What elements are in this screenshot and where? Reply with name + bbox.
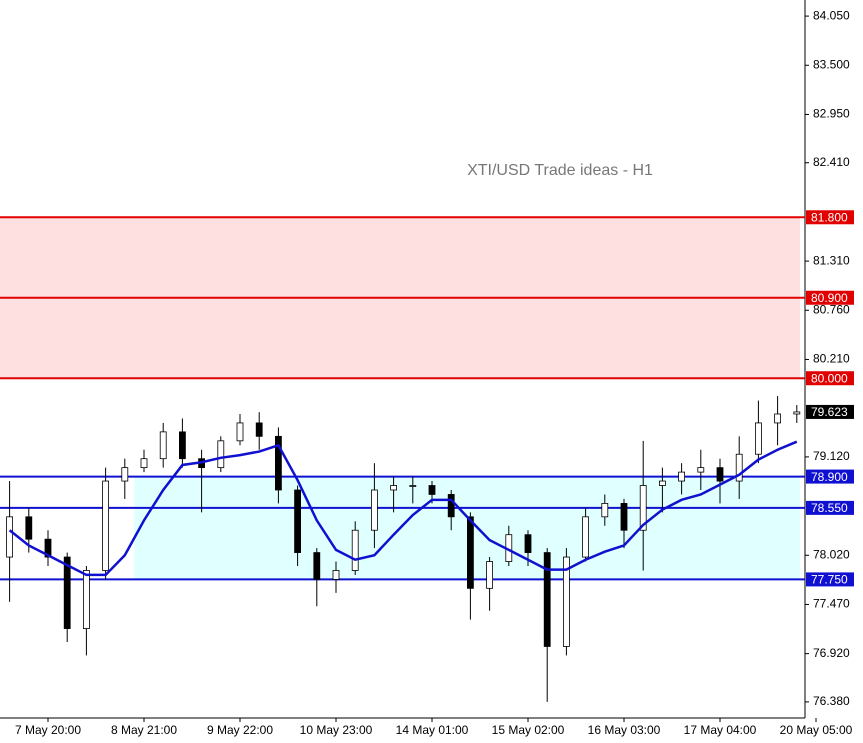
y-tick-label: 76.380 [813, 694, 850, 708]
candle-body [140, 458, 148, 469]
y-tick-label: 83.500 [813, 57, 850, 71]
candle-body [601, 503, 609, 518]
x-tick-label: 15 May 02:00 [492, 723, 565, 737]
candle-body [390, 485, 398, 491]
y-tick-label: 82.950 [813, 107, 850, 121]
candle-body [582, 516, 589, 558]
price-label: 78.900 [811, 470, 848, 484]
price-label: 80.900 [811, 291, 848, 305]
y-tick-label: 82.410 [813, 155, 850, 169]
candle-body [486, 561, 494, 589]
y-tick-label: 79.120 [813, 449, 850, 463]
candle-body [351, 529, 359, 571]
candle-body [639, 485, 647, 531]
price-label-box [806, 404, 854, 419]
candle-body [678, 471, 685, 482]
candle-body [274, 435, 282, 491]
price-label: 77.750 [811, 573, 848, 587]
candle-body [755, 422, 762, 455]
candle-body [370, 489, 378, 531]
candle-body [25, 516, 33, 540]
candle-body [255, 422, 263, 437]
candle-body [409, 485, 417, 487]
candle-body [466, 516, 474, 589]
x-tick-label: 7 May 20:00 [15, 723, 81, 737]
y-tick-label: 80.210 [813, 352, 850, 366]
plot-background [0, 217, 800, 580]
candle-body [121, 467, 129, 482]
candle-body [159, 431, 167, 460]
price-label: 78.550 [811, 501, 848, 515]
candle-body [563, 556, 570, 647]
candle-body [543, 552, 551, 647]
candle-body [697, 467, 705, 473]
candle-body [716, 467, 724, 482]
candle-body [793, 411, 801, 415]
x-tick-label: 8 May 21:00 [111, 723, 177, 737]
x-tick-label: 17 May 04:00 [684, 723, 757, 737]
price-label-box [806, 469, 854, 484]
y-tick-label: 78.020 [813, 547, 850, 561]
price-label-box [806, 572, 854, 587]
price-label-box [806, 290, 854, 305]
x-tick-label: 20 May 05:00 [780, 723, 853, 737]
candle-body [774, 413, 781, 424]
candle-body [620, 503, 628, 531]
y-tick-label: 76.920 [813, 646, 850, 660]
moving-average [8, 440, 798, 577]
candle-body [313, 552, 321, 580]
price-label: 80.000 [811, 371, 848, 385]
candle-body [428, 485, 436, 495]
candle-body [6, 516, 13, 558]
candle-body [735, 453, 743, 482]
chart-title: XTI/USD Trade ideas - H1 [467, 162, 653, 179]
candle-body [332, 570, 340, 580]
candle-body [659, 480, 666, 486]
candle-body [102, 480, 109, 571]
candle-body [447, 494, 455, 518]
candle-body [524, 534, 532, 553]
price-label-box [806, 371, 854, 386]
candle-body [178, 431, 186, 460]
candle-body [63, 556, 71, 629]
candle-body [294, 489, 302, 553]
y-tick-label: 81.310 [813, 253, 850, 267]
price-label: 79.623 [811, 405, 848, 419]
y-tick-label: 77.470 [813, 597, 850, 611]
x-tick-label: 10 May 23:00 [300, 723, 373, 737]
x-tick-label: 16 May 03:00 [588, 723, 661, 737]
candle-body [44, 538, 52, 558]
candle-body [236, 422, 244, 442]
candle-body [83, 570, 90, 629]
candle-body [217, 440, 225, 469]
y-tick-label: 80.760 [813, 302, 850, 316]
x-tick-label: 9 May 22:00 [207, 723, 273, 737]
y-tick-label: 84.050 [813, 8, 850, 22]
price-label-box [806, 210, 854, 225]
price-label-box [806, 500, 854, 515]
price-label: 81.800 [811, 210, 848, 224]
x-tick-label: 14 May 01:00 [396, 723, 469, 737]
